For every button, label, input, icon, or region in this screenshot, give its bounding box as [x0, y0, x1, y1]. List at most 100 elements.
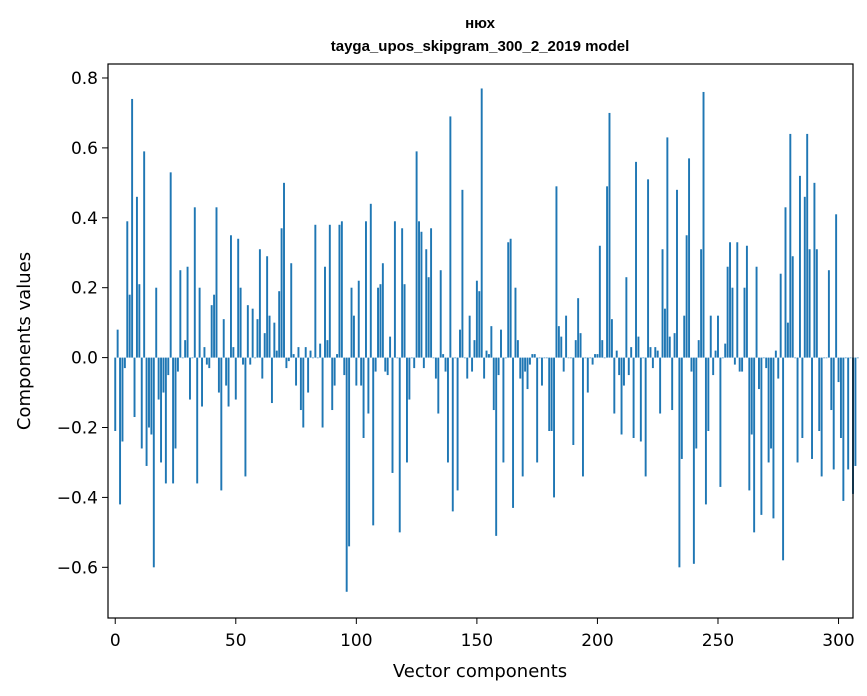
- bar: [213, 294, 216, 358]
- y-tick-label: 0.4: [71, 209, 98, 229]
- bar: [733, 357, 736, 365]
- bar: [526, 357, 529, 390]
- bar: [222, 319, 225, 358]
- bar: [487, 354, 490, 358]
- bar: [774, 350, 777, 358]
- bar: [181, 357, 184, 359]
- bar: [789, 133, 792, 358]
- bar: [278, 291, 281, 358]
- bar: [374, 357, 377, 372]
- bar: [661, 249, 664, 358]
- bar: [333, 357, 336, 386]
- bar: [396, 357, 399, 359]
- bar: [832, 357, 835, 470]
- x-tick-label: 0: [110, 631, 121, 651]
- x-axis-label: Vector components: [393, 661, 567, 682]
- bar: [174, 357, 177, 449]
- bar: [772, 357, 775, 519]
- bar: [606, 186, 609, 358]
- bar: [263, 333, 266, 358]
- bar: [738, 357, 741, 372]
- bar: [835, 214, 838, 358]
- bar: [321, 357, 324, 428]
- bar: [688, 158, 691, 358]
- bar: [839, 357, 842, 438]
- bar: [360, 357, 363, 386]
- bar: [704, 357, 707, 505]
- bar: [480, 88, 483, 358]
- bar: [217, 357, 220, 393]
- bar: [210, 305, 213, 358]
- bar: [324, 266, 326, 358]
- bar: [685, 235, 688, 358]
- bar: [215, 207, 218, 358]
- bar: [290, 263, 293, 358]
- bar: [418, 221, 420, 358]
- bar: [849, 357, 852, 359]
- bar: [748, 357, 751, 491]
- bar: [695, 357, 698, 449]
- x-tick-label: 250: [702, 631, 734, 651]
- bar: [673, 333, 676, 358]
- bar: [138, 284, 141, 358]
- bar: [164, 357, 167, 484]
- bar: [844, 357, 847, 359]
- bar: [121, 357, 124, 442]
- bar: [126, 221, 129, 358]
- bar: [379, 284, 382, 358]
- bar: [613, 357, 616, 414]
- bar: [555, 186, 558, 358]
- bar: [635, 161, 637, 358]
- bar: [338, 224, 341, 358]
- bar: [348, 357, 351, 547]
- bar: [430, 228, 433, 358]
- bar: [750, 357, 753, 435]
- bar: [249, 357, 252, 365]
- bar: [345, 357, 348, 592]
- bar: [668, 336, 671, 358]
- bar: [220, 357, 223, 491]
- bar: [311, 357, 314, 359]
- bar: [601, 340, 604, 358]
- bar: [446, 357, 449, 463]
- bar: [449, 116, 452, 358]
- bar: [461, 189, 464, 358]
- bar: [654, 347, 657, 358]
- bar: [825, 357, 828, 359]
- bar: [560, 336, 563, 358]
- bar: [225, 357, 228, 386]
- bar: [227, 357, 230, 407]
- bar: [386, 357, 389, 376]
- bar: [724, 343, 727, 358]
- bar: [119, 357, 122, 505]
- bars-group: [114, 88, 859, 592]
- bar: [131, 98, 134, 358]
- bar: [237, 238, 240, 358]
- bar: [497, 357, 500, 376]
- bar: [680, 357, 683, 459]
- bar: [721, 357, 724, 359]
- bar: [550, 357, 553, 431]
- bar: [504, 357, 507, 359]
- chart-title: нюх: [465, 15, 495, 32]
- bar: [806, 133, 809, 358]
- bar: [603, 357, 606, 359]
- bar: [150, 357, 153, 435]
- bar: [471, 357, 474, 372]
- bar: [625, 277, 628, 358]
- bar: [413, 357, 416, 369]
- bar: [372, 357, 375, 526]
- bar: [683, 315, 686, 358]
- bar: [577, 298, 580, 358]
- bar: [244, 357, 247, 477]
- bar: [401, 228, 404, 358]
- bar: [731, 287, 734, 358]
- bar: [362, 357, 365, 438]
- bar: [548, 357, 551, 431]
- bar: [230, 235, 232, 358]
- bar: [567, 357, 570, 359]
- bar: [326, 340, 329, 358]
- bar: [468, 315, 471, 358]
- bar: [610, 319, 613, 358]
- bar: [167, 357, 170, 376]
